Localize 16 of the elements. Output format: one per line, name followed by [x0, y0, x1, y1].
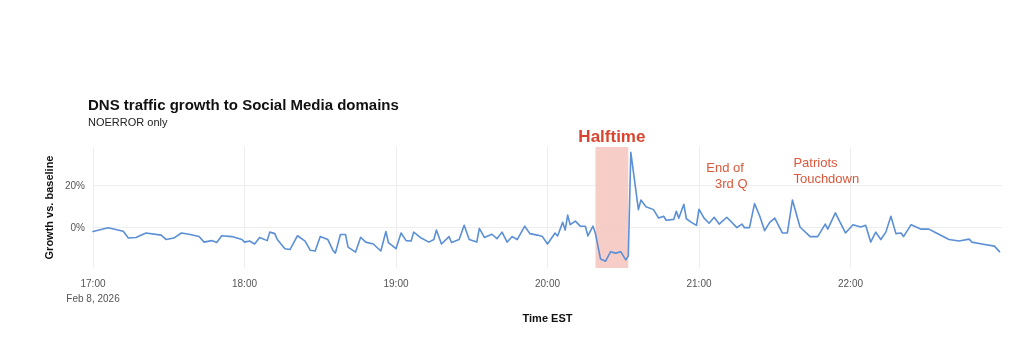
- line-series: [92, 151, 1001, 263]
- x-axis-title: Time EST: [522, 311, 573, 324]
- x-tick-label: 17:00 Feb 8, 2026: [66, 278, 121, 304]
- annotation: Patriots Touchdown: [793, 154, 860, 186]
- x-tick-label: 20:00: [534, 278, 561, 289]
- y-tick-label: 20%: [64, 179, 86, 191]
- chart-subtitle: NOERROR only: [88, 115, 168, 128]
- x-tick-label: 19:00: [383, 278, 409, 289]
- y-tick-label: 0%: [70, 222, 86, 234]
- y-axis-title: Growth vs. baseline: [42, 155, 55, 260]
- chart-title: DNS traffic growth to Social Media domains: [88, 96, 399, 113]
- x-tick-label: 18:00: [231, 278, 258, 289]
- x-tick-label: 22:00: [837, 278, 864, 289]
- annotation: End of 3rd Q: [706, 160, 748, 192]
- x-tick-label: 21:00: [686, 278, 712, 289]
- band-label: Halftime: [578, 127, 646, 146]
